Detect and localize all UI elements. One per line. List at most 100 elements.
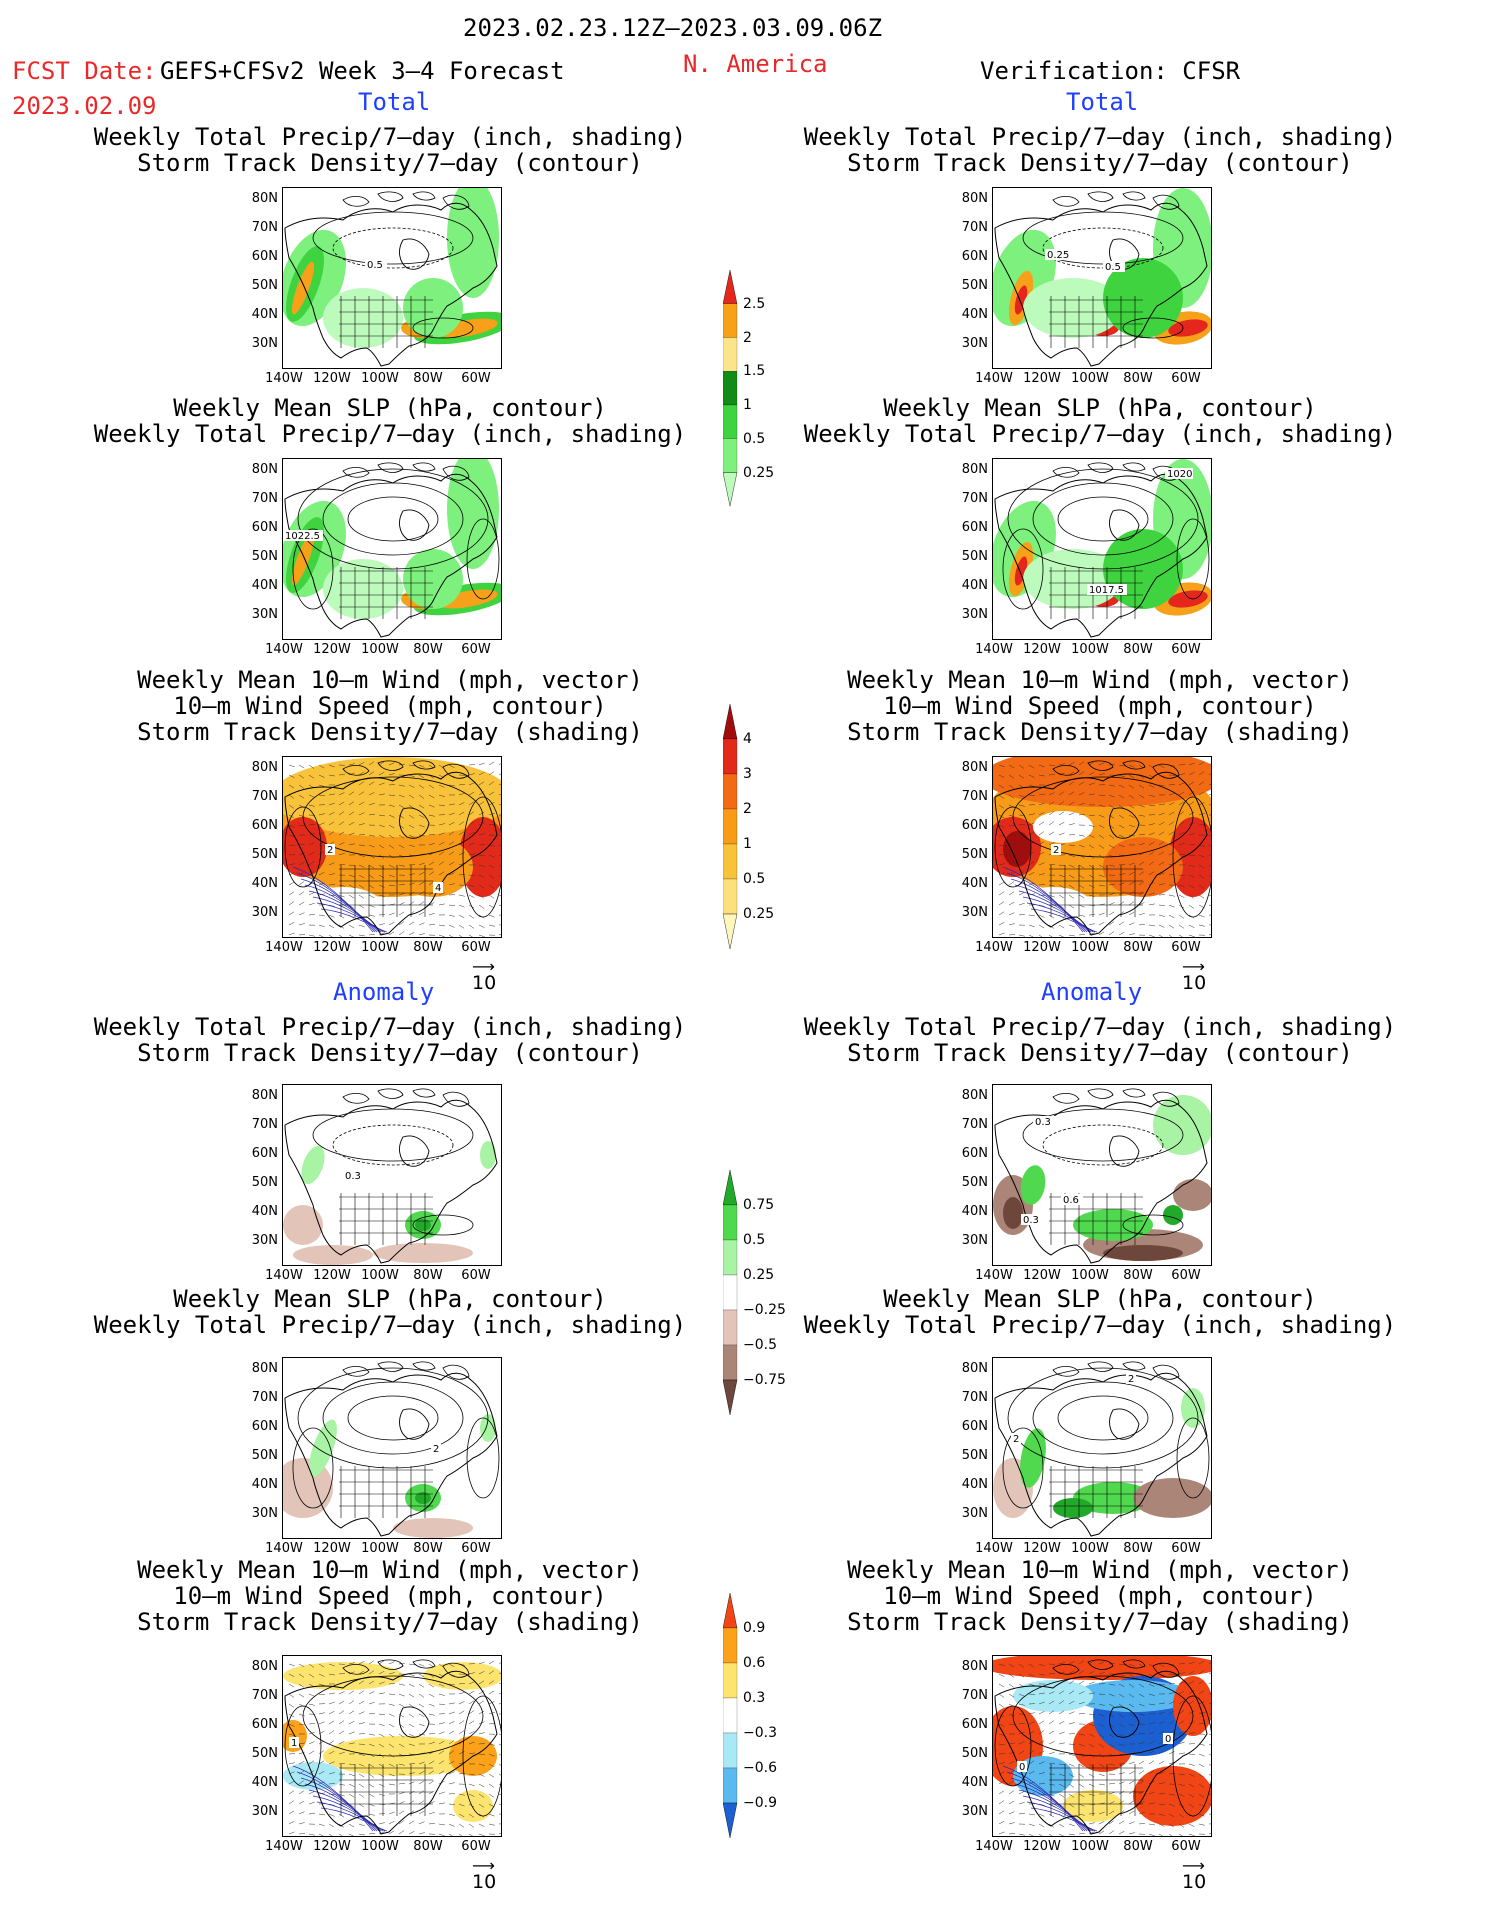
wind-vector xyxy=(348,1833,355,1836)
wind-vector xyxy=(418,1800,425,1805)
wind-vector xyxy=(1108,844,1115,849)
svg-text:0.3: 0.3 xyxy=(345,1171,361,1182)
vector-reference-value: 10 xyxy=(1182,972,1207,994)
wind-vector xyxy=(1188,811,1195,816)
wind-vector xyxy=(418,1821,425,1825)
wind-vector xyxy=(358,1700,365,1705)
wind-vector xyxy=(498,1763,501,1766)
lon-label: 80W xyxy=(1123,371,1153,386)
wind-vector xyxy=(1018,804,1025,807)
lat-label: 80N xyxy=(961,191,988,206)
wind-vector xyxy=(478,854,485,856)
wind-vector xyxy=(1088,1670,1095,1675)
wind-vector xyxy=(288,881,295,886)
lat-label: 50N xyxy=(961,1448,988,1463)
wind-vector xyxy=(1028,934,1034,937)
wind-vector xyxy=(358,884,365,889)
wind-vector xyxy=(1198,1690,1205,1695)
shading-blob xyxy=(447,459,499,569)
wind-vector xyxy=(1068,924,1075,928)
wind-vector xyxy=(288,834,295,837)
wind-vector xyxy=(478,934,485,937)
wind-vector xyxy=(308,1750,315,1755)
wind-vector xyxy=(288,794,295,799)
colorbar-segment xyxy=(722,773,738,810)
wind-vector xyxy=(358,844,365,846)
svg-text:2: 2 xyxy=(433,1444,439,1455)
wind-vector xyxy=(358,854,365,857)
wind-vector xyxy=(498,804,501,806)
wind-vector xyxy=(1078,1803,1085,1807)
lat-label: 70N xyxy=(251,220,278,235)
wind-vector xyxy=(1108,864,1115,867)
wind-vector xyxy=(1128,1800,1135,1805)
wind-vector xyxy=(1008,1693,1015,1698)
wind-vector xyxy=(358,874,365,879)
arctic-island xyxy=(342,765,370,776)
wind-vector xyxy=(1008,1790,1015,1795)
wind-vector xyxy=(998,1800,1005,1805)
wind-vector xyxy=(448,803,455,806)
wind-vector xyxy=(998,1762,1005,1765)
lat-label: 70N xyxy=(961,220,988,235)
arctic-island xyxy=(412,760,436,770)
wind-vector xyxy=(288,764,295,768)
wind-vector xyxy=(1148,861,1155,866)
wind-vector xyxy=(488,894,495,899)
wind-vector xyxy=(458,1803,465,1807)
wind-vector xyxy=(1058,1731,1065,1735)
wind-vector xyxy=(1178,811,1185,816)
wind-vector xyxy=(358,1690,365,1695)
wind-vector xyxy=(1068,1743,1075,1745)
wind-vector xyxy=(408,1743,415,1746)
wind-vector xyxy=(358,924,365,928)
lon-label: 140W xyxy=(975,940,1013,955)
wind-vector xyxy=(368,802,375,806)
contour-label: 1022.5 xyxy=(283,530,323,542)
arctic-island xyxy=(1052,1366,1080,1377)
wind-vector xyxy=(308,1760,315,1765)
colorbar-label: 0.3 xyxy=(743,1690,766,1706)
colorbar-segment xyxy=(722,878,738,915)
wind-vector xyxy=(1148,784,1155,788)
wind-vector xyxy=(1148,1760,1155,1765)
wind-vector xyxy=(1018,913,1025,916)
wind-vector xyxy=(1208,1763,1211,1766)
colorbar-segment xyxy=(722,1274,738,1311)
wind-vector xyxy=(1168,852,1175,856)
colorbar-segment xyxy=(722,438,738,473)
wind-vector xyxy=(348,1742,355,1745)
wind-vector xyxy=(1128,853,1135,856)
wind-vector xyxy=(408,764,415,767)
wind-vector xyxy=(288,901,295,906)
coastline xyxy=(994,1099,1208,1264)
wind-vector xyxy=(1188,1661,1195,1665)
wind-vector xyxy=(1208,763,1211,766)
wind-vector xyxy=(418,1752,425,1755)
wind-vector xyxy=(1198,1680,1205,1685)
wind-vector xyxy=(1018,861,1025,866)
wind-vector xyxy=(368,1832,375,1835)
wind-vector xyxy=(388,1773,395,1777)
wind-vector xyxy=(1078,914,1085,917)
wind-vector xyxy=(1048,914,1055,919)
svg-text:0: 0 xyxy=(1165,1734,1171,1745)
lat-label: 40N xyxy=(251,578,278,593)
wind-vector xyxy=(1018,1801,1025,1805)
arctic-island xyxy=(377,1361,404,1372)
wind-vector xyxy=(1058,1783,1065,1787)
wind-vector xyxy=(488,914,495,918)
wind-vector xyxy=(1078,884,1085,889)
verif-panel-title-4: Weekly Mean SLP (hPa, contour) Weekly Tot… xyxy=(770,1286,1430,1338)
wind-vector xyxy=(1088,1723,1095,1727)
wind-vector xyxy=(298,1693,305,1698)
wind-vector xyxy=(1028,1683,1035,1686)
wind-vector xyxy=(448,841,455,846)
colorbar-label: 0.75 xyxy=(743,1197,775,1213)
shading-blob xyxy=(423,1662,501,1690)
wind-vector xyxy=(1128,1810,1135,1815)
wind-vector xyxy=(1028,794,1035,796)
wind-vector xyxy=(1048,1762,1055,1765)
wind-vector xyxy=(488,771,495,776)
